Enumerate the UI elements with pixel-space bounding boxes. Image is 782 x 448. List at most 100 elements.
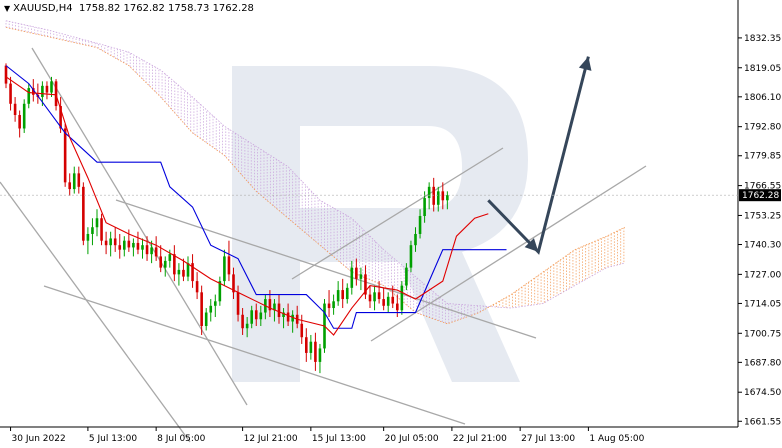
candle-body [86,233,90,241]
candle-body [418,216,422,234]
y-tick-label: 1832.35 [744,34,781,44]
candle-body [223,256,226,282]
candle-body [236,292,240,315]
candle-body [9,83,12,104]
candle-body [77,173,81,187]
candle-body [427,186,431,199]
candle-body [13,103,17,116]
candle-body [314,341,317,362]
current-price-tag [739,189,781,202]
candle-body [377,292,381,300]
candle-body [195,281,199,293]
candle-body [400,285,404,311]
ichimoku-cloud [5,20,625,325]
candle-body [59,106,62,129]
candle-body [232,274,235,293]
candle-body [68,182,71,190]
candle-body [113,238,117,246]
symbol-dropdown-icon[interactable]: ▼ [4,4,11,13]
symbol-label: XAUUSD,H4 [13,3,73,14]
y-tick-label: 1674.50 [744,388,781,398]
candle-body [204,312,208,326]
candle-body [373,292,376,302]
candle-body [359,274,363,279]
candle-body [32,88,35,95]
y-tick-label: 1714.05 [744,299,781,309]
candle-body [391,296,395,304]
candle-body [227,256,231,275]
candle-body [336,290,340,302]
candle-body [382,299,385,306]
candle-body [318,348,322,362]
x-tick-label: 22 Jul 21:00 [453,434,507,444]
candle-body [95,218,99,228]
candle-body [345,287,349,300]
candle-body [209,305,213,313]
kijun-line [5,65,507,329]
current-price-label: 1762.28 [742,191,779,201]
candle-body [127,240,131,248]
indicator-lines [5,65,507,336]
candle-body [4,65,8,84]
candle-body [104,240,108,246]
candle-body [191,263,194,282]
candle-body [332,301,335,309]
candle-body [27,88,31,104]
candle-body [409,245,413,268]
y-tick-label: 1740.30 [744,241,781,251]
candle-body [218,281,222,302]
y-tick-label: 1819.05 [744,64,781,74]
candle-body [446,195,449,201]
candle-body [72,173,76,190]
candle-body [259,312,263,320]
candle-body [305,337,308,353]
candle-body [309,341,313,353]
candle-body [177,269,181,275]
chart-header: ▼ XAUUSD,H4 1758.82 1762.82 1758.73 1762.… [4,3,254,14]
candle-body [282,312,285,318]
x-tick-label: 27 Jul 13:00 [521,434,575,444]
candle-body [159,256,162,268]
candle-body [396,303,399,311]
candle-body [145,245,149,255]
candle-body [277,303,281,318]
y-tick-label: 1700.75 [744,329,781,339]
y-tick-label: 1766.55 [744,182,781,192]
trend-channel-lines [0,47,647,443]
candle-body [18,115,21,129]
candle-body [341,290,344,300]
channel-line [291,147,504,280]
candle-body [273,303,276,311]
channel-line [31,47,248,406]
candle-body [173,254,176,275]
cloud-span-b [5,20,625,309]
candle-body [109,238,112,246]
candle-body [414,233,417,246]
candle-body [123,240,126,250]
candle-body [186,263,190,277]
y-tick-label: 1753.25 [744,211,781,221]
x-tick-label: 30 Jun 2022 [12,434,66,444]
candle-body [364,274,367,295]
candle-body [200,292,203,326]
candle-body [423,198,426,217]
candle-body [291,314,294,322]
y-tick-label: 1727.00 [744,270,781,280]
candle-body [368,294,372,302]
candle-body [386,296,390,306]
candle-body [436,191,440,205]
candle-body [168,254,172,261]
y-tick-label: 1792.80 [744,123,781,133]
channel-line [43,285,466,425]
candle-body [355,267,358,279]
candle-body [182,269,185,277]
candle-body [286,312,290,322]
candle-body [136,242,140,250]
candle-body [250,310,253,324]
candle-body [254,310,258,320]
candle-body [82,186,85,241]
candle-body [100,218,103,241]
channel-line [0,181,191,443]
